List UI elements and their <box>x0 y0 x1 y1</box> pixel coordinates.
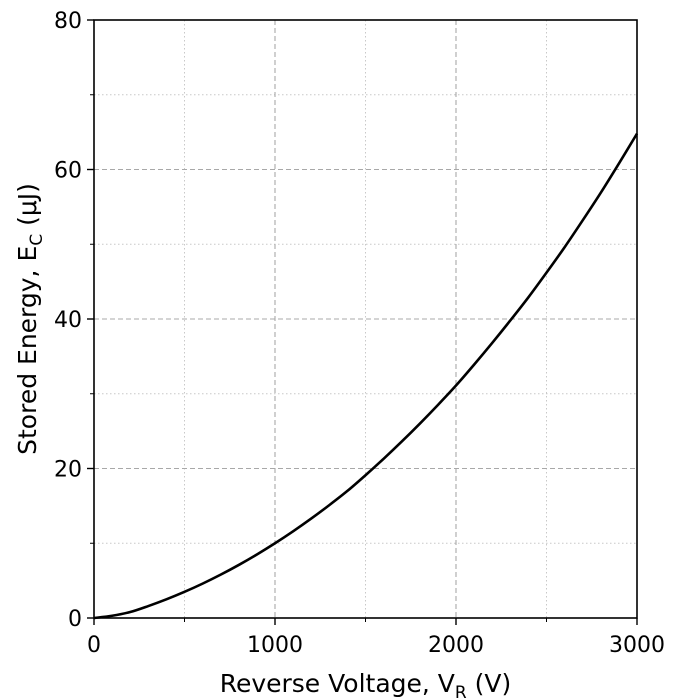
y-tick-label: 80 <box>54 9 82 34</box>
x-axis-title: Reverse Voltage, VR (V) <box>220 669 512 700</box>
y-tick-label: 0 <box>68 607 82 632</box>
y-axis-title: Stored Energy, EC (μJ) <box>13 183 47 455</box>
series-layer <box>93 132 639 620</box>
ticks: 0 1000 2000 3000 0 20 40 60 80 <box>54 9 665 658</box>
x-tick-label: 3000 <box>609 633 665 658</box>
x-tick-label: 1000 <box>247 633 303 658</box>
x-tick-label: 2000 <box>428 633 484 658</box>
grid <box>94 20 637 618</box>
y-tick-label: 40 <box>54 308 82 333</box>
series-line <box>93 132 639 620</box>
y-tick-label: 60 <box>54 159 82 184</box>
x-tick-label: 0 <box>87 633 101 658</box>
y-tick-label: 20 <box>54 458 82 483</box>
